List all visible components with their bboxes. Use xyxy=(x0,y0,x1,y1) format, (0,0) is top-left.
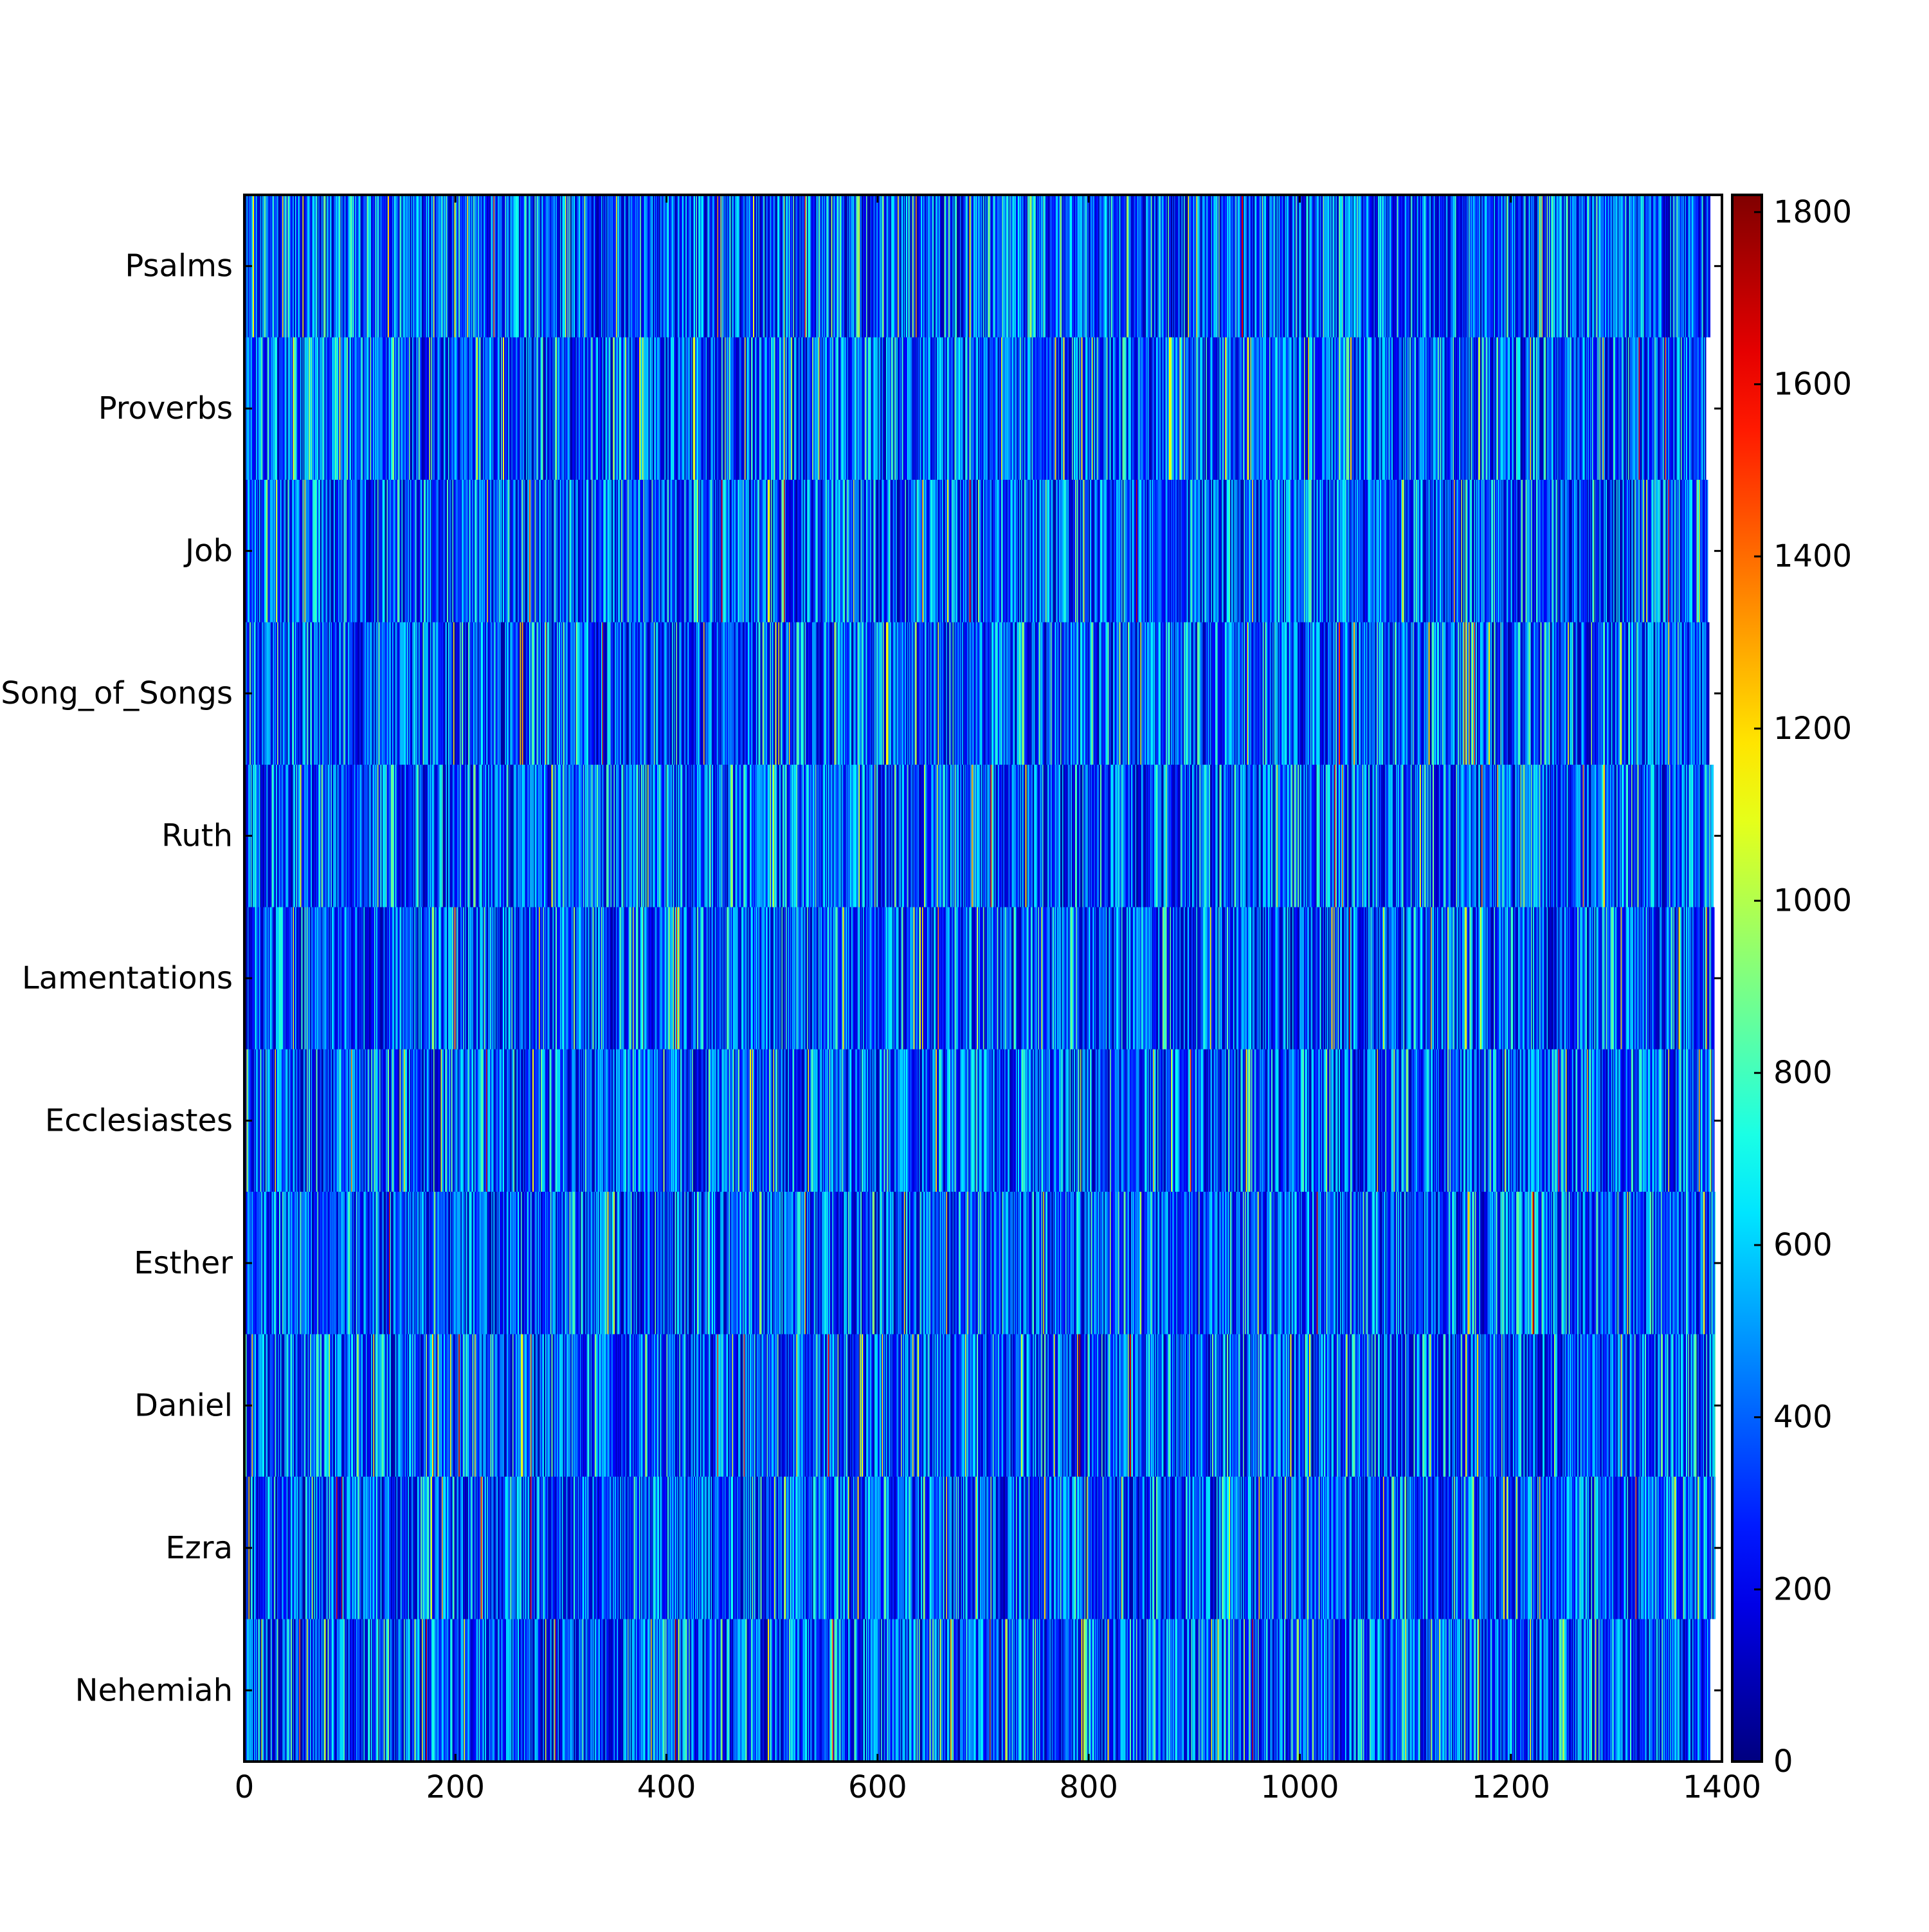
y-tick-label-lamentations: Lamentations xyxy=(22,960,233,996)
y-tick-label-daniel: Daniel xyxy=(134,1387,233,1423)
x-tick-label: 0 xyxy=(235,1769,255,1805)
colorbar-tick-label: 1200 xyxy=(1773,711,1852,747)
x-tick-label: 200 xyxy=(426,1769,485,1805)
x-tick-label: 1000 xyxy=(1260,1769,1339,1805)
colorbar-tick-label: 1400 xyxy=(1773,538,1852,574)
y-tick-label-psalms: Psalms xyxy=(125,248,233,284)
x-tick-label: 800 xyxy=(1059,1769,1118,1805)
colorbar-tick-label: 0 xyxy=(1773,1744,1793,1780)
y-tick-label-ezra: Ezra xyxy=(165,1530,233,1566)
colorbar-tick-label: 600 xyxy=(1773,1227,1833,1263)
y-tick-label-ecclesiastes: Ecclesiastes xyxy=(45,1102,233,1138)
y-tick-label-esther: Esther xyxy=(134,1245,233,1281)
y-axis: Psalms Proverbs Job Song_of_Songs Ruth Lament… xyxy=(1,248,1722,1708)
colorbar-tick-label: 1000 xyxy=(1773,883,1852,919)
colorbar-gradient xyxy=(1731,194,1763,1763)
heatmap-cells xyxy=(244,195,1722,1762)
colorbar: 0 200 400 600 800 1000 1200 1400 1600 1800 xyxy=(1731,194,1852,1780)
y-tick-label-proverbs: Proverbs xyxy=(98,390,233,426)
y-tick-label-nehemiah: Nehemiah xyxy=(75,1672,233,1708)
x-tick-label: 1400 xyxy=(1683,1769,1761,1805)
colorbar-tick-label: 800 xyxy=(1773,1055,1833,1091)
y-tick-label-ruth: Ruth xyxy=(161,818,233,854)
heatmap-image xyxy=(244,195,1722,1762)
colorbar-tick-label: 1600 xyxy=(1773,366,1852,402)
y-tick-label-song-of-songs: Song_of_Songs xyxy=(1,675,233,711)
x-tick-label: 600 xyxy=(848,1769,907,1805)
x-tick-label: 400 xyxy=(637,1769,696,1805)
y-tick-label-job: Job xyxy=(183,533,233,569)
colorbar-tick-label: 1800 xyxy=(1773,194,1852,230)
colorbar-tick-label: 200 xyxy=(1773,1571,1833,1607)
colorbar-tick-label: 400 xyxy=(1773,1399,1833,1435)
x-axis: 0 200 400 600 800 1000 1200 1400 xyxy=(235,195,1761,1805)
x-tick-label: 1200 xyxy=(1472,1769,1550,1805)
